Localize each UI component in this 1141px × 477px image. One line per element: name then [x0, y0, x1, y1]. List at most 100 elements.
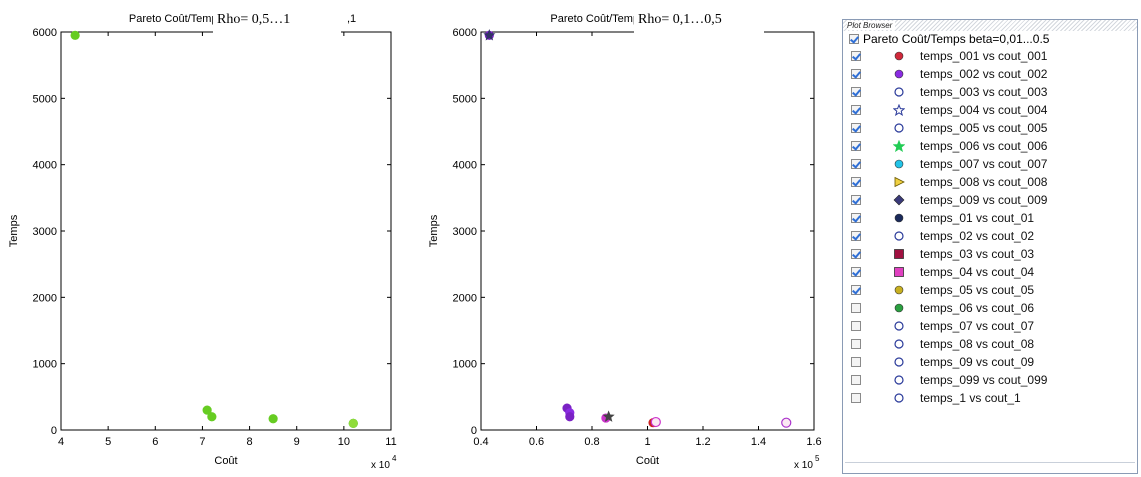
- series-item[interactable]: temps_004 vs cout_004: [843, 101, 1137, 119]
- series-label: temps_001 vs cout_001: [920, 49, 1048, 63]
- chart-right: 0.4 0.6 0.8 1 1.2 1.4 1.6 0 1000 2000 3000 4000 5000…: [428, 13, 822, 471]
- x-exponent-power: 4: [392, 454, 397, 463]
- series-label: temps_006 vs cout_006: [920, 139, 1048, 153]
- series-item[interactable]: temps_09 vs cout_09: [843, 353, 1137, 371]
- series-item[interactable]: temps_002 vs cout_002: [843, 65, 1137, 83]
- series-checkbox[interactable]: [851, 267, 861, 277]
- filled-circle-icon: [893, 158, 905, 170]
- plot-browser-scrollbar[interactable]: [845, 462, 1135, 471]
- series-checkbox[interactable]: [851, 195, 861, 205]
- series-label: temps_03 vs cout_03: [920, 247, 1035, 261]
- series-item[interactable]: temps_001 vs cout_001: [843, 47, 1137, 65]
- data-point: [70, 30, 80, 40]
- series-checkbox[interactable]: [851, 87, 861, 97]
- series-checkbox[interactable]: [851, 123, 861, 133]
- series-item[interactable]: temps_008 vs cout_008: [843, 173, 1137, 191]
- series-checkbox[interactable]: [851, 105, 861, 115]
- open-circle-icon: [893, 338, 905, 350]
- series-checkbox[interactable]: [851, 231, 861, 241]
- data-point: [202, 405, 212, 415]
- x-tick-label: 0.8: [584, 436, 599, 448]
- series-list: temps_001 vs cout_001 temps_002 vs cout_0…: [843, 47, 1137, 407]
- y-tick-label: 4000: [33, 160, 57, 172]
- y-tick-label: 3000: [453, 226, 477, 238]
- data-point: [483, 28, 496, 41]
- x-tick-label: 11: [385, 436, 396, 448]
- group-label: Pareto Coût/Temps beta=0,01...0.5: [863, 32, 1050, 46]
- data-point: [650, 416, 661, 428]
- series-item[interactable]: temps_01 vs cout_01: [843, 209, 1137, 227]
- filled-circle-icon: [893, 212, 905, 224]
- series-checkbox[interactable]: [851, 339, 861, 349]
- y-tick-label: 2000: [453, 292, 477, 304]
- series-item[interactable]: temps_02 vs cout_02: [843, 227, 1137, 245]
- y-tick-label: 5000: [453, 93, 477, 105]
- series-checkbox[interactable]: [851, 249, 861, 259]
- series-item[interactable]: temps_1 vs cout_1: [843, 389, 1137, 407]
- data-point: [602, 410, 615, 422]
- x-tick-label: 0.4: [473, 436, 488, 448]
- filled-circle-icon: [893, 302, 905, 314]
- series-item[interactable]: temps_099 vs cout_099: [843, 371, 1137, 389]
- series-label: temps_005 vs cout_005: [920, 121, 1048, 135]
- series-checkbox[interactable]: [851, 213, 861, 223]
- data-point: [348, 418, 358, 428]
- y-axis-label: Temps: [8, 214, 20, 247]
- y-tick-label: 2000: [33, 292, 57, 304]
- chart-title-tail: ,1: [347, 13, 356, 25]
- x-tick-label: 4: [58, 436, 64, 448]
- series-checkbox[interactable]: [851, 303, 861, 313]
- series-label: temps_004 vs cout_004: [920, 103, 1048, 117]
- series-item[interactable]: temps_006 vs cout_006: [843, 137, 1137, 155]
- series-label: temps_008 vs cout_008: [920, 175, 1048, 189]
- series-checkbox[interactable]: [851, 321, 861, 331]
- series-checkbox[interactable]: [851, 159, 861, 169]
- chart-title: Pareto Coût/Temps: [129, 13, 224, 25]
- series-item[interactable]: temps_03 vs cout_03: [843, 245, 1137, 263]
- triangle-right-icon: [893, 176, 905, 188]
- x-tick-label: 9: [294, 436, 300, 448]
- series-item[interactable]: temps_08 vs cout_08: [843, 335, 1137, 353]
- x-axis-label: Coût: [636, 455, 659, 467]
- open-circle-icon: [893, 86, 905, 98]
- open-circle-icon: [893, 374, 905, 386]
- series-label: temps_099 vs cout_099: [920, 373, 1048, 387]
- plot-browser-titlebar: Plot Browser: [843, 20, 1137, 31]
- y-tick-label: 0: [51, 425, 57, 437]
- series-checkbox[interactable]: [851, 51, 861, 61]
- open-circle-icon: [893, 356, 905, 368]
- filled-circle-icon: [893, 50, 905, 62]
- series-checkbox[interactable]: [851, 393, 861, 403]
- series-item[interactable]: temps_005 vs cout_005: [843, 119, 1137, 137]
- series-label: temps_05 vs cout_05: [920, 283, 1035, 297]
- x-exponent-label: x 10: [371, 460, 390, 471]
- series-item[interactable]: temps_04 vs cout_04: [843, 263, 1137, 281]
- data-point: [207, 412, 217, 422]
- series-item[interactable]: temps_07 vs cout_07: [843, 317, 1137, 335]
- series-label: temps_002 vs cout_002: [920, 67, 1048, 81]
- filled-star-icon: [892, 139, 906, 153]
- x-exponent-label: x 10: [794, 460, 813, 471]
- series-label: temps_1 vs cout_1: [920, 391, 1021, 405]
- x-tick-label: 6: [152, 436, 158, 448]
- open-circle-icon: [893, 392, 905, 404]
- series-item[interactable]: temps_007 vs cout_007: [843, 155, 1137, 173]
- plot-frame: [60, 31, 392, 431]
- group-checkbox[interactable]: [849, 34, 859, 44]
- series-item[interactable]: temps_06 vs cout_06: [843, 299, 1137, 317]
- series-checkbox[interactable]: [851, 177, 861, 187]
- plot-browser-group[interactable]: Pareto Coût/Temps beta=0,01...0.5: [843, 31, 1137, 47]
- data-point: [565, 412, 575, 422]
- series-item[interactable]: temps_009 vs cout_009: [843, 191, 1137, 209]
- series-label: temps_007 vs cout_007: [920, 157, 1048, 171]
- series-checkbox[interactable]: [851, 285, 861, 295]
- series-checkbox[interactable]: [851, 375, 861, 385]
- series-label: temps_04 vs cout_04: [920, 265, 1035, 279]
- series-checkbox[interactable]: [851, 357, 861, 367]
- series-checkbox[interactable]: [851, 141, 861, 151]
- series-item[interactable]: temps_003 vs cout_003: [843, 83, 1137, 101]
- series-item[interactable]: temps_05 vs cout_05: [843, 281, 1137, 299]
- y-tick-label: 5000: [33, 93, 57, 105]
- open-circle-icon: [893, 320, 905, 332]
- series-checkbox[interactable]: [851, 69, 861, 79]
